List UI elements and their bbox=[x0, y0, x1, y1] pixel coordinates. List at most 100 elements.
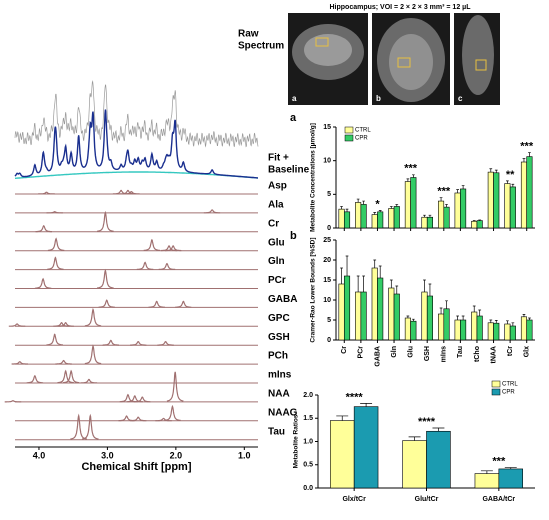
bar bbox=[404, 181, 411, 229]
bar bbox=[520, 161, 528, 229]
metabolite-label: Tau bbox=[268, 426, 285, 437]
voi-box bbox=[475, 59, 487, 71]
bar bbox=[377, 211, 384, 229]
peak bbox=[130, 416, 147, 422]
raw-label: Spectrum bbox=[238, 41, 284, 52]
peak bbox=[126, 395, 143, 403]
legend-label: CTRL bbox=[502, 382, 518, 388]
panel-label: b bbox=[290, 230, 297, 242]
error-bar bbox=[439, 307, 443, 314]
legend-label: CPR bbox=[502, 390, 515, 396]
y-tick-label: 5 bbox=[327, 317, 331, 324]
peak bbox=[175, 300, 192, 308]
peak bbox=[53, 322, 70, 327]
metabolite-label: GSH bbox=[268, 332, 290, 343]
panel-label: a bbox=[290, 112, 297, 124]
bar bbox=[487, 322, 494, 341]
y-tick-label: 0 bbox=[327, 225, 331, 232]
significance: *** bbox=[520, 140, 534, 152]
bar bbox=[476, 220, 483, 229]
error-bar bbox=[489, 168, 493, 173]
error-bar bbox=[478, 219, 482, 221]
legend-swatch bbox=[344, 134, 354, 142]
error-bar bbox=[395, 285, 399, 294]
error-bar bbox=[504, 467, 517, 469]
peak bbox=[164, 245, 182, 252]
error-bar bbox=[472, 305, 476, 312]
metabolite-label: GABA bbox=[268, 294, 297, 305]
bar bbox=[393, 206, 400, 229]
x-tick-label: Glx bbox=[524, 346, 531, 357]
error-bar bbox=[378, 210, 382, 212]
bar bbox=[509, 325, 516, 341]
peak bbox=[158, 262, 176, 270]
y-tick-label: 0.0 bbox=[303, 485, 313, 492]
metabolite-label: PCr bbox=[268, 275, 286, 286]
error-bar bbox=[336, 415, 349, 421]
error-bar bbox=[478, 309, 482, 316]
peak bbox=[97, 268, 114, 289]
x-tick-label: 1.0 bbox=[238, 450, 251, 460]
bar bbox=[454, 192, 461, 229]
error-bar bbox=[511, 183, 515, 187]
error-bar bbox=[345, 255, 349, 276]
peak bbox=[47, 237, 65, 251]
bar bbox=[487, 171, 494, 229]
bar bbox=[355, 291, 362, 341]
error-bar bbox=[406, 178, 410, 182]
error-bar bbox=[340, 206, 343, 210]
bar bbox=[471, 220, 478, 229]
bar bbox=[343, 211, 351, 229]
metabolite-label: PCh bbox=[268, 351, 288, 362]
bar bbox=[526, 156, 533, 229]
error-bar bbox=[494, 169, 498, 173]
x-tick-label: Glu/tCr bbox=[415, 496, 439, 503]
bar bbox=[410, 177, 417, 229]
error-bar bbox=[528, 317, 531, 320]
peak bbox=[166, 371, 184, 402]
panel-letter: b bbox=[376, 94, 381, 103]
panel-letter: a bbox=[292, 94, 297, 103]
y-tick-label: 15 bbox=[323, 124, 331, 131]
error-bar bbox=[360, 403, 373, 407]
bar bbox=[443, 206, 450, 229]
x-tick-label: 4.0 bbox=[33, 450, 46, 460]
bar bbox=[377, 277, 384, 341]
metabolite-label: Gln bbox=[268, 256, 285, 267]
peak bbox=[57, 369, 74, 384]
metabolite-label: Cr bbox=[268, 218, 279, 229]
metabolite-label: NAA bbox=[268, 389, 290, 400]
error-bar bbox=[362, 200, 365, 205]
error-bar bbox=[480, 470, 493, 474]
metabolite-label: Glu bbox=[268, 237, 285, 248]
bar bbox=[343, 275, 351, 341]
error-bar bbox=[408, 436, 421, 441]
peak bbox=[57, 322, 74, 327]
bar bbox=[426, 430, 451, 489]
error-bar bbox=[432, 427, 445, 432]
peak bbox=[157, 340, 174, 346]
error-bar bbox=[461, 315, 465, 320]
x-tick-label: Glx/tCr bbox=[342, 496, 366, 503]
bar bbox=[443, 308, 450, 341]
error-bar bbox=[389, 279, 393, 288]
bar bbox=[438, 313, 445, 341]
bar bbox=[526, 319, 533, 341]
peak bbox=[143, 238, 161, 251]
bar bbox=[338, 283, 345, 341]
bar bbox=[404, 317, 411, 341]
bar bbox=[504, 323, 511, 341]
metabolite-label: mIns bbox=[268, 370, 292, 381]
peak bbox=[26, 374, 44, 384]
legend-swatch bbox=[491, 388, 501, 396]
significance: ** bbox=[506, 169, 515, 181]
significance: *** bbox=[492, 455, 506, 467]
error-bar bbox=[423, 279, 426, 292]
peak bbox=[155, 417, 172, 422]
legend-label: CTRL bbox=[355, 128, 371, 134]
peak bbox=[46, 333, 63, 346]
x-tick-label: Glu bbox=[407, 346, 414, 358]
mri-panel: a bbox=[288, 13, 368, 105]
bar bbox=[471, 311, 478, 341]
bar bbox=[520, 316, 528, 341]
